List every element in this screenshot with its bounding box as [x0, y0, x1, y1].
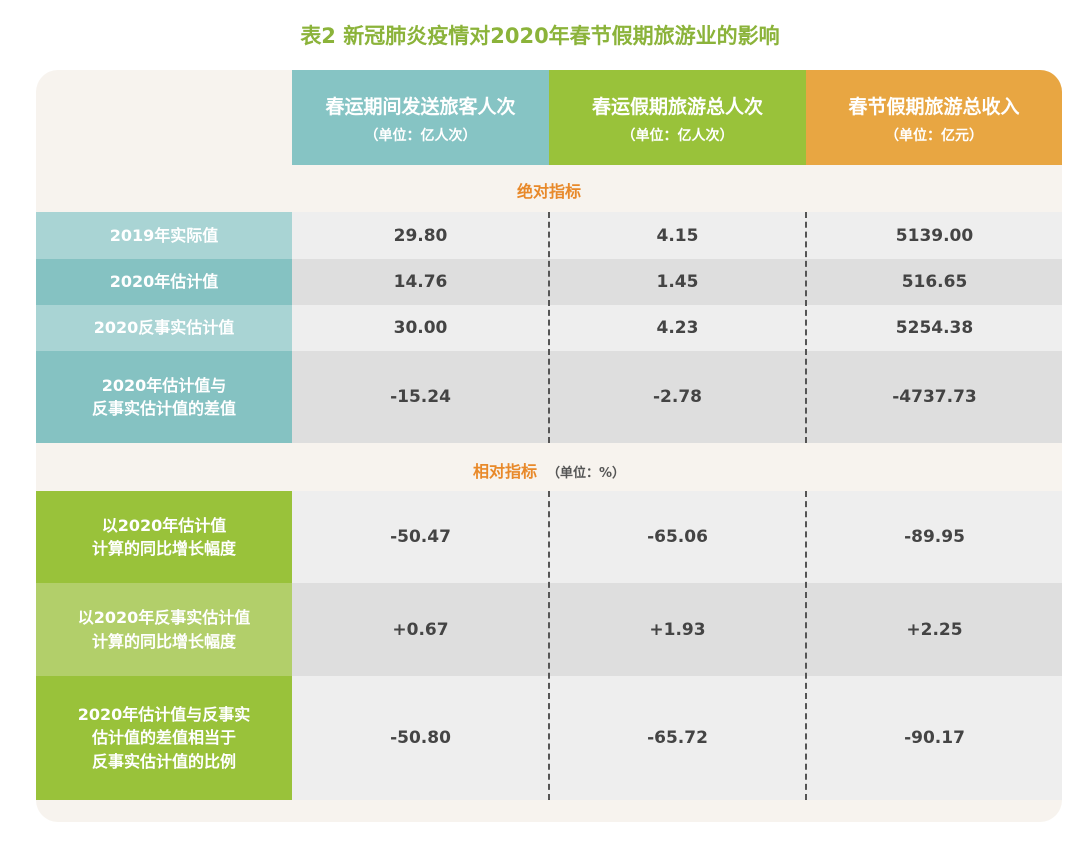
value-cell: 4.15 — [656, 225, 699, 246]
value-cell: -65.06 — [647, 527, 708, 547]
value-cell: -90.17 — [904, 728, 965, 748]
section-absolute: 绝对指标 — [36, 178, 1062, 202]
value-cell: 14.76 — [393, 272, 448, 292]
column-header-passengers: 春运期间发送旅客人次 （单位：亿人次） — [292, 70, 549, 165]
section-title: 绝对指标 — [516, 182, 581, 201]
column-header-unit: （单位：亿元） — [885, 128, 983, 144]
value-cell: 5254.38 — [895, 318, 974, 338]
row-label: 以2020年估计值 计算的同比增长幅度 — [36, 491, 292, 583]
value-cell: +0.67 — [392, 619, 449, 640]
value-cell: -50.80 — [390, 728, 451, 748]
column-divider — [548, 491, 550, 800]
column-divider — [805, 491, 807, 800]
value-cell: 5139.00 — [895, 225, 974, 246]
value-cell: -65.72 — [647, 728, 708, 748]
value-cell: -89.95 — [904, 527, 965, 547]
value-cell: +1.93 — [649, 619, 706, 640]
row-label: 2020年估计值 — [36, 259, 292, 305]
row-label: 2019年实际值 — [36, 212, 292, 259]
column-divider — [805, 212, 807, 443]
column-divider — [548, 212, 550, 443]
value-cell: 4.23 — [656, 318, 699, 338]
row-label: 2020反事实估计值 — [36, 305, 292, 351]
row-label: 2020年估计值与反事实 估计值的差值相当于 反事实估计值的比例 — [36, 676, 292, 800]
value-cell: -15.24 — [390, 387, 451, 407]
table-title: 表2 新冠肺炎疫情对2020年春节假期旅游业的影响 — [300, 24, 780, 48]
value-cell: -2.78 — [653, 387, 702, 407]
section-unit: （单位：%） — [546, 466, 626, 481]
value-cell: 30.00 — [393, 318, 448, 338]
row-label: 2020年估计值与 反事实估计值的差值 — [36, 351, 292, 443]
value-cell: 29.80 — [393, 225, 448, 246]
value-cell: 516.65 — [901, 272, 968, 292]
value-cell: -4737.73 — [892, 387, 977, 407]
section-title: 相对指标 — [472, 462, 537, 481]
value-cell: +2.25 — [906, 619, 963, 640]
column-header-unit: （单位：亿人次） — [364, 128, 477, 144]
column-header-name: 春节假期旅游总收入 — [848, 96, 1020, 118]
column-header-name: 春运假期旅游总人次 — [591, 96, 763, 118]
value-cell: 1.45 — [656, 272, 699, 292]
column-header-revenue: 春节假期旅游总收入 （单位：亿元） — [806, 70, 1062, 165]
column-header-tourists: 春运假期旅游总人次 （单位：亿人次） — [549, 70, 806, 165]
section-relative: 相对指标 （单位：%） — [36, 458, 1062, 482]
column-header-unit: （单位：亿人次） — [621, 128, 734, 144]
column-header-name: 春运期间发送旅客人次 — [325, 96, 516, 118]
value-cell: -50.47 — [390, 527, 451, 547]
row-label: 以2020年反事实估计值 计算的同比增长幅度 — [36, 583, 292, 676]
